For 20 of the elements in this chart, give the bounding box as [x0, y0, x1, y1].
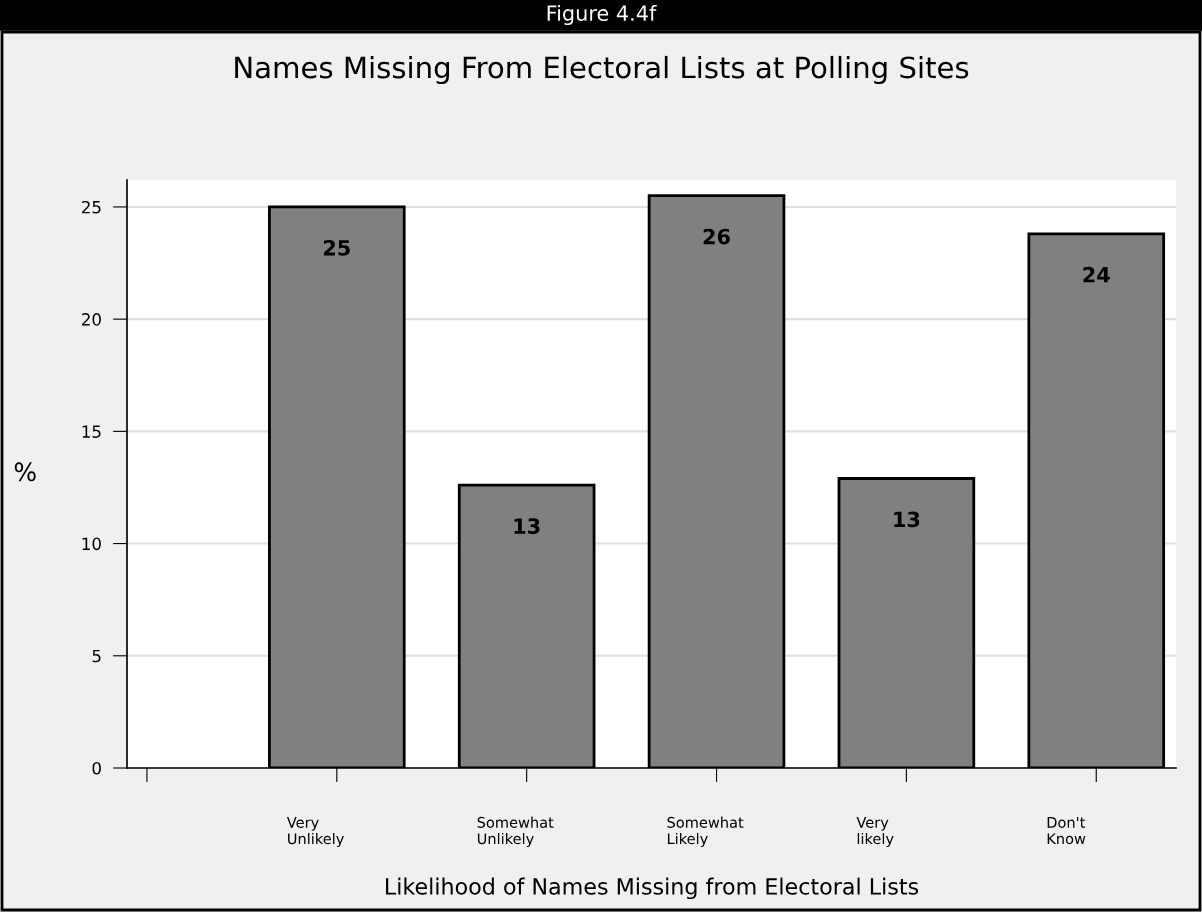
y-axis-title: %: [14, 462, 36, 482]
data-label: 13: [514, 518, 540, 534]
y-tick-label: 10: [82, 537, 101, 551]
x-axis-title: Likelihood of Names Missing from Electoral Lists: [386, 877, 919, 900]
x-tick-label: Don't Know: [1047, 817, 1086, 845]
y-tick-label: 5: [92, 649, 101, 663]
y-tick-label: 0: [92, 761, 101, 775]
x-tick-label: Somewhat Likely: [667, 816, 744, 848]
y-tick-label: 20: [82, 313, 101, 326]
y-tick-label: 25: [82, 200, 101, 214]
x-tick-label: Somewhat Unlikely: [477, 816, 554, 848]
data-label: 13: [894, 511, 920, 528]
chart-title: Names Missing From Electoral Lists at Polling Sites: [235, 55, 969, 85]
x-tick-label: Very Unlikely: [286, 817, 344, 848]
data-label: 24: [1083, 266, 1110, 283]
data-label: 25: [323, 239, 350, 256]
data-label: 26: [703, 228, 730, 245]
caption: Figure 4.4f: [547, 4, 657, 26]
y-tick-label: 15: [82, 425, 101, 438]
x-tick-label: Very likely: [856, 817, 894, 848]
